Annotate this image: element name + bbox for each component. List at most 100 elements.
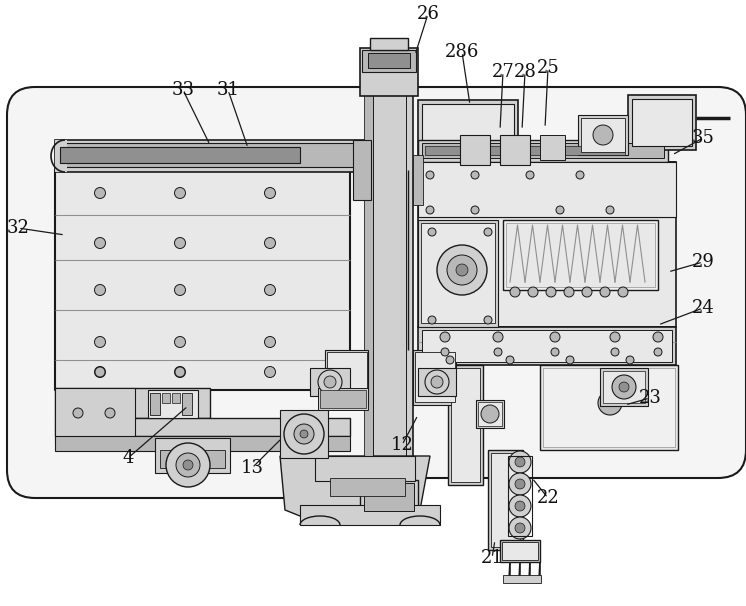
Text: 23: 23: [639, 389, 662, 407]
Bar: [280, 410, 328, 458]
Circle shape: [619, 382, 629, 392]
Bar: [415, 352, 455, 402]
Circle shape: [175, 284, 186, 296]
Circle shape: [265, 187, 275, 199]
Bar: [503, 575, 541, 583]
Circle shape: [446, 356, 454, 364]
Circle shape: [95, 336, 105, 347]
Text: 22: 22: [536, 489, 560, 507]
Bar: [55, 388, 135, 443]
Bar: [503, 220, 658, 290]
Circle shape: [598, 391, 622, 415]
Circle shape: [484, 316, 492, 324]
Bar: [418, 368, 456, 396]
Text: 28: 28: [513, 63, 536, 81]
Bar: [413, 155, 423, 205]
Text: 21: 21: [480, 549, 504, 567]
Bar: [55, 436, 350, 451]
Circle shape: [175, 367, 186, 378]
Bar: [632, 99, 692, 146]
Circle shape: [175, 367, 185, 377]
Text: 286: 286: [445, 43, 479, 61]
Bar: [422, 143, 664, 158]
Circle shape: [471, 171, 479, 179]
Circle shape: [428, 228, 436, 236]
Circle shape: [509, 451, 531, 473]
FancyBboxPatch shape: [7, 87, 418, 498]
Circle shape: [494, 348, 502, 356]
Circle shape: [550, 332, 560, 342]
Circle shape: [515, 457, 525, 467]
Circle shape: [566, 356, 574, 364]
Circle shape: [456, 264, 468, 276]
Bar: [370, 38, 408, 50]
Circle shape: [440, 332, 450, 342]
Bar: [581, 118, 625, 152]
Circle shape: [265, 367, 275, 378]
FancyBboxPatch shape: [390, 87, 746, 478]
Circle shape: [509, 473, 531, 495]
Bar: [315, 456, 415, 481]
Circle shape: [300, 430, 308, 438]
Circle shape: [73, 408, 83, 418]
Bar: [448, 365, 483, 485]
Bar: [60, 147, 300, 163]
Bar: [418, 140, 668, 162]
Circle shape: [95, 367, 105, 378]
Bar: [360, 48, 418, 96]
Bar: [55, 418, 350, 436]
Bar: [502, 542, 538, 560]
Circle shape: [324, 376, 336, 388]
Bar: [155, 438, 230, 473]
Bar: [362, 50, 416, 72]
Circle shape: [105, 408, 115, 418]
Circle shape: [551, 348, 559, 356]
Circle shape: [175, 336, 186, 347]
Text: 31: 31: [216, 81, 239, 99]
Circle shape: [526, 171, 534, 179]
Circle shape: [610, 332, 620, 342]
Bar: [413, 350, 456, 405]
Circle shape: [606, 206, 614, 214]
Bar: [418, 327, 676, 365]
Bar: [425, 146, 625, 155]
Circle shape: [546, 287, 556, 297]
Circle shape: [618, 287, 628, 297]
Circle shape: [175, 238, 186, 248]
Circle shape: [576, 171, 584, 179]
Circle shape: [437, 245, 487, 295]
Circle shape: [176, 453, 200, 477]
Text: 29: 29: [692, 253, 715, 271]
Circle shape: [582, 287, 592, 297]
Bar: [55, 170, 350, 390]
Text: 12: 12: [391, 436, 413, 454]
Circle shape: [653, 332, 663, 342]
Bar: [365, 55, 373, 500]
Circle shape: [447, 255, 477, 285]
Circle shape: [265, 336, 275, 347]
Bar: [160, 450, 225, 468]
Bar: [491, 453, 520, 547]
Bar: [368, 53, 410, 68]
Bar: [172, 393, 180, 403]
Text: 27: 27: [492, 63, 515, 81]
Bar: [318, 388, 368, 410]
Bar: [148, 390, 198, 418]
Polygon shape: [280, 456, 430, 520]
Circle shape: [528, 287, 538, 297]
Bar: [460, 135, 490, 165]
Circle shape: [95, 367, 105, 377]
Circle shape: [95, 284, 105, 296]
Bar: [320, 390, 366, 408]
Circle shape: [626, 356, 634, 364]
Text: 4: 4: [122, 449, 134, 467]
Circle shape: [611, 348, 619, 356]
Bar: [578, 115, 628, 155]
Bar: [478, 402, 502, 426]
Circle shape: [426, 171, 434, 179]
Circle shape: [265, 284, 275, 296]
Bar: [506, 223, 655, 287]
Circle shape: [425, 370, 449, 394]
Bar: [365, 55, 413, 500]
Circle shape: [510, 287, 520, 297]
